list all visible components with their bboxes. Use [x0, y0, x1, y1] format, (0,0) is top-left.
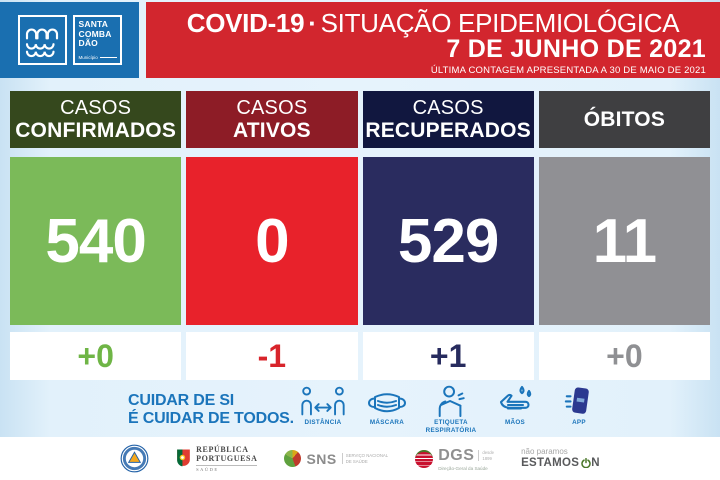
- portugal-flag-icon: [177, 449, 191, 467]
- tip-app: APP: [552, 385, 606, 434]
- estamos-n: N: [591, 456, 600, 469]
- stat-value-card: 11: [538, 157, 710, 325]
- stat-delta: +0: [606, 337, 643, 374]
- tip-label: APP: [572, 419, 586, 426]
- title-covid: COVID-19: [186, 8, 305, 38]
- dgs-abbr: DGS: [438, 446, 475, 464]
- respiratory-etiquette-icon: [433, 385, 469, 417]
- dgs-sphere-icon: [415, 449, 434, 468]
- title-separator: ·: [308, 8, 317, 38]
- stat-header-line1: CASOS: [412, 96, 484, 119]
- title-banner: COVID-19 · SITUAÇÃO EPIDEMIOLÓGICA 7 DE JU…: [146, 2, 720, 78]
- stat-header-line2: ÓBITOS: [583, 107, 666, 131]
- stat-value: 11: [592, 206, 658, 276]
- stat-header-line1: CASOS: [236, 96, 308, 119]
- stat-delta: -1: [257, 337, 287, 374]
- estamos-tagline: não paramos: [521, 446, 568, 456]
- sns-sub1: SERVIÇO NACIONAL: [345, 452, 389, 458]
- stat-column-obitos: ÓBITOS 11 +0: [538, 91, 710, 380]
- stat-column-recuperados: CASOS RECUPERADOS 529 +1: [362, 91, 534, 380]
- stat-delta-card: +0: [538, 332, 710, 380]
- republica-line2: PORTUGUESA: [196, 453, 258, 463]
- municipality-name-box: SANTA COMBA DÃO Município: [72, 15, 122, 65]
- tip-label: DISTÂNCIA: [304, 419, 342, 426]
- sns-logo: SNS SERVIÇO NACIONAL DE SAÚDE: [284, 450, 388, 467]
- stat-header-line2: CONFIRMADOS: [15, 118, 177, 142]
- waves-arches-icon: [25, 28, 59, 58]
- prevention-icons: DISTÂNCIA MÁSCARA: [296, 385, 606, 434]
- stat-header-line2: RECUPERADOS: [365, 118, 531, 142]
- stat-header: CASOS RECUPERADOS: [362, 91, 534, 148]
- stat-header-line1: CASOS: [60, 96, 132, 119]
- dgs-logo: DGS desde 1899 Direção-Geral da Saúde: [415, 447, 494, 471]
- footer-logos: REPÚBLICA PORTUGUESA SAÚDE SNS SERVIÇO N…: [0, 437, 720, 480]
- stat-value-card: 540: [10, 157, 182, 325]
- report-date: 7 DE JUNHO DE 2021: [446, 35, 706, 63]
- stat-column-ativos: CASOS ATIVOS 0 -1: [186, 91, 358, 380]
- stat-header-line2: ATIVOS: [232, 118, 311, 142]
- sns-emblem-icon: [284, 450, 302, 467]
- tip-label: MÃOS: [504, 419, 526, 426]
- distance-icon: [298, 385, 348, 417]
- stats-grid: CASOS CONFIRMADOS 540 +0 CASOS ATIVOS 0 …: [10, 91, 710, 380]
- power-on-icon: [581, 457, 591, 468]
- mask-icon: [364, 385, 410, 417]
- republica-line1: REPÚBLICA: [196, 444, 249, 454]
- estamos-word: ESTAMOS: [521, 456, 580, 469]
- tip-label: MÁSCARA: [369, 419, 405, 426]
- app-phone-icon: [564, 385, 594, 417]
- republica-portuguesa-logo: REPÚBLICA PORTUGUESA SAÚDE: [176, 444, 258, 472]
- municipality-name-line: COMBA: [78, 28, 112, 39]
- dgs-since2: 1899: [482, 455, 492, 461]
- sns-abbr: SNS: [306, 450, 337, 467]
- estamos-on-logo: não paramos ESTAMOS N: [521, 446, 600, 469]
- stat-delta: +0: [77, 337, 114, 374]
- stat-delta: +1: [429, 337, 467, 374]
- stat-value-card: 529: [362, 157, 534, 325]
- tip-label: ETIQUETA RESPIRATÓRIA: [425, 419, 477, 434]
- civil-protection-emblem-icon: [120, 444, 149, 473]
- tip-hands: MÃOS: [488, 385, 542, 434]
- dgs-sub: Direção-Geral da Saúde: [438, 465, 488, 471]
- sns-sub2: DE SAÚDE: [345, 458, 368, 464]
- stat-value-card: 0: [186, 157, 358, 325]
- tip-respiratory-etiquette: ETIQUETA RESPIRATÓRIA: [424, 385, 478, 434]
- stat-header: CASOS CONFIRMADOS: [10, 91, 182, 148]
- municipality-logo: SANTA COMBA DÃO Município: [0, 2, 139, 78]
- civil-protection-logo: [120, 444, 149, 473]
- tips-slogan-line2: É CUIDAR DE TODOS.: [128, 410, 294, 428]
- municipality-emblem: [17, 15, 67, 65]
- hand-washing-icon: [494, 385, 536, 417]
- stat-delta-card: -1: [186, 332, 358, 380]
- municipality-subtitle: Município: [79, 55, 120, 60]
- page-title: COVID-19 · SITUAÇÃO EPIDEMIOLÓGICA: [146, 8, 720, 39]
- tips-slogan-line1: CUIDAR DE SI: [128, 392, 235, 409]
- dgs-since1: desde: [482, 449, 495, 455]
- stat-value: 529: [397, 206, 499, 276]
- municipality-name-line: DÃO: [78, 38, 98, 49]
- stat-column-confirmados: CASOS CONFIRMADOS 540 +0: [10, 91, 182, 380]
- stat-value: 0: [255, 206, 289, 276]
- tips-slogan: CUIDAR DE SI É CUIDAR DE TODOS.: [128, 392, 294, 429]
- tip-distance: DISTÂNCIA: [296, 385, 350, 434]
- municipality-name-line: SANTA: [78, 19, 109, 29]
- stat-delta-card: +0: [10, 332, 182, 380]
- stat-header: ÓBITOS: [538, 91, 710, 148]
- stat-value: 540: [45, 206, 146, 276]
- stat-delta-card: +1: [362, 332, 534, 380]
- last-count-note: ÚLTIMA CONTAGEM APRESENTADA A 30 DE MAIO…: [430, 65, 706, 76]
- republica-sub: SAÚDE: [196, 464, 258, 472]
- title-text: SITUAÇÃO EPIDEMIOLÓGICA: [320, 8, 680, 38]
- tip-mask: MÁSCARA: [360, 385, 414, 434]
- stat-header: CASOS ATIVOS: [186, 91, 358, 148]
